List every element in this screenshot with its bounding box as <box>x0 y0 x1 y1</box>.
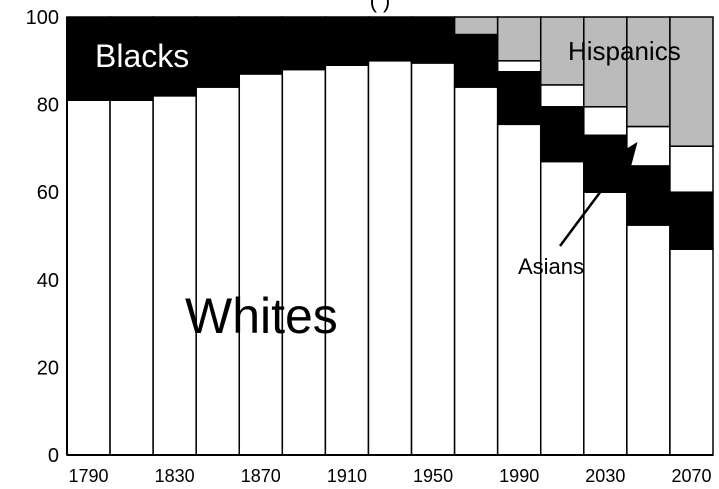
bar-blacks-1930 <box>367 16 413 62</box>
x-tick-label-1950: 1950 <box>413 466 453 486</box>
chart-title-fragment: ( ) <box>370 0 391 13</box>
bar-blacks-1810 <box>109 16 154 101</box>
bar-whites-1930 <box>367 60 413 456</box>
bar-blacks-1830 <box>152 16 197 97</box>
bar-blacks-1910 <box>324 16 370 66</box>
y-tick-label-80: 80 <box>37 95 59 117</box>
bar-asians-2010 <box>539 84 585 108</box>
bar-whites-1950 <box>410 62 456 456</box>
bar-whites-1790 <box>66 99 111 456</box>
x-tick-label-1830: 1830 <box>155 466 195 486</box>
bar-whites-1850 <box>195 86 241 456</box>
asians-arrow <box>558 141 638 247</box>
bar-blacks-1890 <box>281 16 327 71</box>
bar-whites-1830 <box>152 95 197 456</box>
bar-whites-1890 <box>281 68 327 456</box>
x-tick-label-1990: 1990 <box>499 466 539 486</box>
label-hispanics: Hispanics <box>568 36 681 66</box>
y-tick-label-0: 0 <box>48 445 59 467</box>
bar-whites-2070 <box>669 248 714 456</box>
bar-hispanics-2070 <box>669 16 714 147</box>
label-blacks: Blacks <box>95 38 189 74</box>
bar-whites-2030 <box>583 191 628 456</box>
y-axis-ticks: 0 20 40 60 80 100 <box>26 7 59 467</box>
bar-hispanics-1990 <box>496 16 542 62</box>
x-tick-label-1870: 1870 <box>241 466 281 486</box>
bar-asians-1990 <box>496 60 542 73</box>
bar-blacks-2010 <box>539 106 585 163</box>
bar-whites-1990 <box>496 123 542 456</box>
bar-blacks-1850 <box>195 16 241 88</box>
bar-hispanics-1970 <box>453 16 499 36</box>
y-tick-label-100: 100 <box>26 7 59 29</box>
bar-whites-1910 <box>324 64 370 456</box>
bar-blacks-2050 <box>626 165 671 226</box>
bar-whites-2010 <box>539 160 585 456</box>
bar-asians-2030 <box>583 106 628 137</box>
bar-blacks-1950 <box>410 16 456 64</box>
x-tick-label-1910: 1910 <box>327 466 367 486</box>
label-asians: Asians <box>518 254 584 279</box>
bar-whites-2050 <box>626 224 671 456</box>
bar-blacks-2070 <box>669 191 714 250</box>
y-tick-label-20: 20 <box>37 357 59 379</box>
bar-blacks-1990 <box>496 71 542 126</box>
x-tick-label-1790: 1790 <box>69 466 109 486</box>
bar-asians-2070 <box>669 145 714 193</box>
bar-whites-1810 <box>109 99 154 456</box>
x-tick-label-2030: 2030 <box>585 466 625 486</box>
y-tick-label-60: 60 <box>37 182 59 204</box>
x-tick-label-2070: 2070 <box>671 466 711 486</box>
bar-hispanics-2050 <box>626 16 671 128</box>
bars-group <box>66 16 714 456</box>
bar-blacks-1870 <box>238 16 284 75</box>
bar-blacks-1970 <box>453 33 499 88</box>
x-axis-ticks: 1790 1830 1870 1910 1950 1990 2030 2070 <box>69 466 712 486</box>
label-whites: Whites <box>185 288 338 344</box>
bar-whites-1870 <box>238 73 284 456</box>
bar-whites-1970 <box>453 86 499 456</box>
bar-hispanics-2030 <box>583 16 628 108</box>
y-tick-label-40: 40 <box>37 270 59 292</box>
